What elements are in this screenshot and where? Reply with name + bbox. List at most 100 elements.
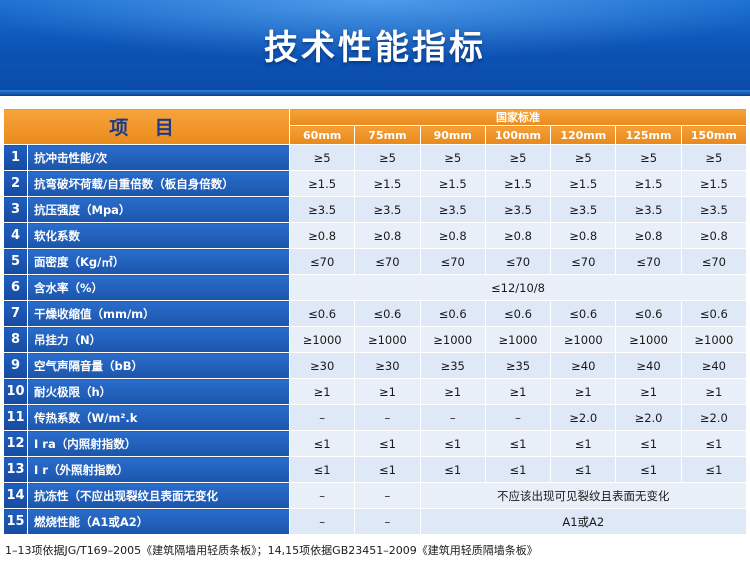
value-cell: ≥5 bbox=[484, 144, 552, 171]
row-item-label: 含水率（%） bbox=[27, 274, 290, 301]
value-cell: – bbox=[288, 482, 356, 509]
value-cell: ≤1 bbox=[484, 456, 552, 483]
row-number: 6 bbox=[3, 274, 28, 301]
value-cell: ≥3.5 bbox=[288, 196, 356, 223]
value-cell: ≥1 bbox=[419, 378, 486, 405]
value-cell: ≤1 bbox=[419, 456, 486, 483]
table-row: 10 耐火极限（h） ≥1 ≥1 ≥1 ≥1 ≥1 ≥1 ≥1 bbox=[3, 378, 748, 405]
row-item-label: I ra（内照射指数） bbox=[27, 430, 290, 457]
value-cell: – bbox=[288, 508, 356, 535]
value-cell: ≥40 bbox=[550, 352, 617, 379]
table-row: 8 吊挂力（N） ≥1000 ≥1000 ≥1000 ≥1000 ≥1000 ≥1000 ≥10… bbox=[3, 326, 748, 353]
row-number: 13 bbox=[3, 456, 28, 483]
value-cell: ≥1000 bbox=[354, 326, 421, 353]
row-number: 8 bbox=[3, 326, 28, 353]
value-cell: ≥1000 bbox=[550, 326, 617, 353]
value-cell: ≥5 bbox=[615, 144, 682, 171]
value-cell: ≤0.6 bbox=[680, 300, 748, 327]
value-cell: ≤1 bbox=[680, 456, 748, 483]
value-cell: ≤1 bbox=[354, 430, 421, 457]
value-cell: – bbox=[484, 404, 552, 431]
table-row: 9 空气声隔音量（bB） ≥30 ≥30 ≥35 ≥35 ≥40 ≥40 ≥40 bbox=[3, 352, 748, 379]
header-item: 项 目 bbox=[3, 108, 290, 145]
value-cell: ≥1 bbox=[550, 378, 617, 405]
value-cell: ≤70 bbox=[419, 248, 486, 275]
row-item-label: 燃烧性能（A1或A2） bbox=[27, 508, 290, 535]
value-cell: ≤1 bbox=[419, 430, 486, 457]
value-cell: ≥2.0 bbox=[550, 404, 617, 431]
header-size: 120mm bbox=[550, 125, 617, 145]
value-cell: ≥0.8 bbox=[288, 222, 356, 249]
value-cell: ≤0.6 bbox=[354, 300, 421, 327]
value-cell: – bbox=[288, 404, 356, 431]
value-cell: ≥0.8 bbox=[550, 222, 617, 249]
row-item-label: 空气声隔音量（bB） bbox=[27, 352, 290, 379]
table-body: 1 抗冲击性能/次 ≥5 ≥5 ≥5 ≥5 ≥5 ≥5 ≥5 2 抗弯破坏荷载/自重倍数（板自身倍数… bbox=[3, 144, 748, 535]
value-cell: ≥1 bbox=[615, 378, 682, 405]
table-row: 7 干燥收缩值（mm/m） ≤0.6 ≤0.6 ≤0.6 ≤0.6 ≤0.6 ≤0.6 ≤0.6 bbox=[3, 300, 748, 327]
value-cell: ≥3.5 bbox=[484, 196, 552, 223]
value-cell: ≥1000 bbox=[484, 326, 552, 353]
value-cell: ≥1.5 bbox=[288, 170, 356, 197]
banner-rule bbox=[0, 90, 750, 96]
value-cell: – bbox=[419, 404, 486, 431]
value-cell: ≤1 bbox=[615, 456, 682, 483]
row-number: 2 bbox=[3, 170, 28, 197]
value-cell: ≥1000 bbox=[419, 326, 486, 353]
value-cell: ≥5 bbox=[550, 144, 617, 171]
value-cell: ≥3.5 bbox=[680, 196, 748, 223]
value-cell: ≥2.0 bbox=[615, 404, 682, 431]
header-size: 75mm bbox=[354, 125, 421, 145]
header-sizes-row: 60mm 75mm 90mm 100mm 120mm 125mm 150mm bbox=[4, 125, 748, 145]
page-title: 技术性能指标 bbox=[264, 28, 486, 68]
value-cell: ≤1 bbox=[550, 430, 617, 457]
table-row: 14 抗冻性（不应出现裂纹且表面无变化 – – 不应该出现可见裂纹且表面无变化 bbox=[3, 482, 748, 509]
table-row: 11 传热系数（W/m².k – – – – ≥2.0 ≥2.0 ≥2.0 bbox=[3, 404, 748, 431]
value-cell: ≥1 bbox=[354, 378, 421, 405]
value-cell: – bbox=[354, 404, 421, 431]
title-banner: 技术性能指标 bbox=[0, 0, 750, 96]
value-cell: ≥30 bbox=[288, 352, 356, 379]
value-cell: ≥1.5 bbox=[550, 170, 617, 197]
value-cell: ≥0.8 bbox=[354, 222, 421, 249]
value-cell: ≤1 bbox=[484, 430, 552, 457]
value-cell: ≥1 bbox=[680, 378, 748, 405]
value-cell: ≥3.5 bbox=[615, 196, 682, 223]
row-item-label: 吊挂力（N） bbox=[27, 326, 290, 353]
value-cell: ≤1 bbox=[550, 456, 617, 483]
value-cell: ≥40 bbox=[615, 352, 682, 379]
table-row: 3 抗压强度（Mpa） ≥3.5 ≥3.5 ≥3.5 ≥3.5 ≥3.5 ≥3.5 ≥3.5 bbox=[3, 196, 748, 223]
row-number: 3 bbox=[3, 196, 28, 223]
merged-value-cell: ≤12/10/8 bbox=[289, 274, 747, 301]
value-cell: ≥1 bbox=[484, 378, 552, 405]
value-cell: ≤1 bbox=[354, 456, 421, 483]
value-cell: ≤1 bbox=[288, 456, 356, 483]
value-cell: ≥0.8 bbox=[419, 222, 486, 249]
value-cell: ≤0.6 bbox=[550, 300, 617, 327]
table-row: 6 含水率（%） ≤12/10/8 bbox=[3, 274, 747, 301]
row-number: 1 bbox=[3, 144, 28, 171]
value-cell: ≤0.6 bbox=[288, 300, 356, 327]
footnote: 1–13项依据JG/T169–2005《建筑隔墙用轻质条板》；14,15项依据G… bbox=[5, 544, 538, 557]
row-item-label: 传热系数（W/m².k bbox=[27, 404, 290, 431]
performance-table: 项 目 国家标准 60mm 75mm 90mm 100mm 120mm 125m… bbox=[3, 108, 748, 535]
value-cell: ≥2.0 bbox=[680, 404, 748, 431]
merged-value-cell: 不应该出现可见裂纹且表面无变化 bbox=[419, 482, 748, 509]
value-cell: ≤70 bbox=[288, 248, 356, 275]
row-number: 14 bbox=[3, 482, 28, 509]
row-number: 15 bbox=[3, 508, 28, 535]
value-cell: ≥1.5 bbox=[615, 170, 682, 197]
value-cell: ≤70 bbox=[354, 248, 421, 275]
header-size: 125mm bbox=[615, 125, 682, 145]
row-item-label: 抗压强度（Mpa） bbox=[27, 196, 290, 223]
value-cell: ≥1.5 bbox=[484, 170, 552, 197]
value-cell: ≥0.8 bbox=[484, 222, 552, 249]
value-cell: ≥0.8 bbox=[680, 222, 748, 249]
value-cell: – bbox=[354, 482, 421, 509]
value-cell: ≥1.5 bbox=[680, 170, 748, 197]
table-row: 4 软化系数 ≥0.8 ≥0.8 ≥0.8 ≥0.8 ≥0.8 ≥0.8 ≥0.8 bbox=[3, 222, 748, 249]
header-size: 100mm bbox=[484, 125, 552, 145]
value-cell: ≥1000 bbox=[288, 326, 356, 353]
value-cell: ≥3.5 bbox=[550, 196, 617, 223]
value-cell: ≥1000 bbox=[680, 326, 748, 353]
